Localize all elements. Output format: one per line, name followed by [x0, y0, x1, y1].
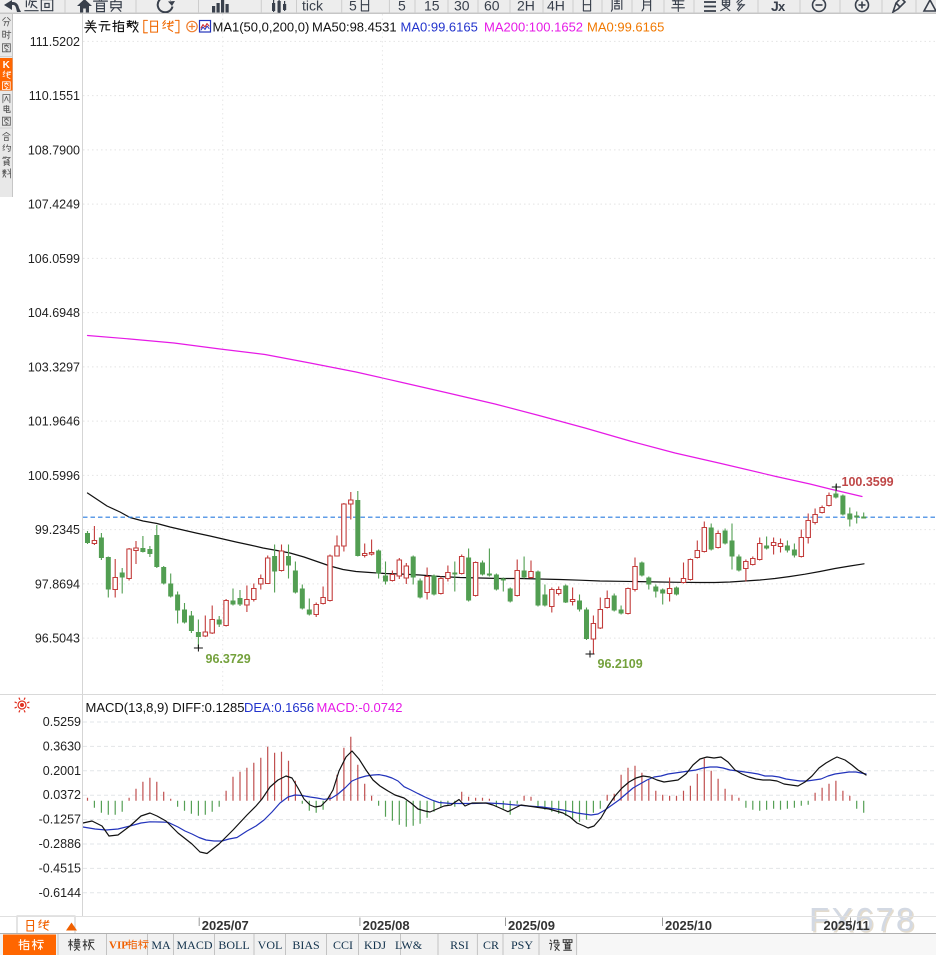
svg-text:100.3599: 100.3599 [842, 475, 894, 489]
svg-text:106.0599: 106.0599 [28, 252, 80, 266]
svg-text:FX678: FX678 [809, 901, 916, 938]
svg-text:MA0:99.6165: MA0:99.6165 [587, 20, 664, 35]
svg-text:30: 30 [454, 0, 470, 14]
svg-text:0.5259: 0.5259 [43, 715, 81, 729]
svg-text:110.1551: 110.1551 [29, 89, 80, 103]
svg-text:103.3297: 103.3297 [28, 360, 80, 374]
svg-text:VOL: VOL [258, 938, 283, 952]
svg-text:107.4249: 107.4249 [28, 198, 80, 212]
svg-text:PSY: PSY [511, 938, 533, 952]
svg-text:MA1(50,0,200,0): MA1(50,0,200,0) [213, 20, 310, 35]
svg-text:-0.6144: -0.6144 [39, 886, 81, 900]
svg-text:0.0372: 0.0372 [43, 788, 81, 802]
svg-text:-0.1257: -0.1257 [39, 813, 81, 827]
svg-text:BOLL: BOLL [218, 938, 249, 952]
svg-text:-0.4515: -0.4515 [39, 861, 81, 875]
svg-text:0.2001: 0.2001 [43, 764, 81, 778]
svg-text:104.6948: 104.6948 [28, 306, 80, 320]
svg-text:4H: 4H [547, 0, 565, 14]
svg-text:2025/08: 2025/08 [363, 918, 410, 933]
svg-text:BIAS: BIAS [292, 938, 319, 952]
svg-text:108.7900: 108.7900 [28, 143, 80, 157]
svg-text:101.9646: 101.9646 [28, 415, 80, 429]
svg-text:2025/07: 2025/07 [202, 918, 249, 933]
svg-text:J: J [771, 0, 779, 14]
svg-text:MACD(13,8,9) DIFF:0.1285: MACD(13,8,9) DIFF:0.1285 [86, 700, 245, 715]
svg-text:99.2345: 99.2345 [35, 523, 80, 537]
svg-text:5: 5 [349, 0, 357, 14]
svg-text:2025/09: 2025/09 [508, 918, 555, 933]
svg-text:MACD: MACD [176, 938, 212, 952]
svg-text:97.8694: 97.8694 [35, 577, 80, 591]
svg-text:15: 15 [424, 0, 440, 14]
svg-text:MA200:100.1652: MA200:100.1652 [484, 20, 583, 35]
svg-text:MACD:-0.0742: MACD:-0.0742 [317, 700, 403, 715]
svg-text:MA0:99.6165: MA0:99.6165 [401, 20, 478, 35]
svg-text:MA: MA [151, 938, 171, 952]
svg-text:96.2109: 96.2109 [598, 657, 643, 671]
svg-text:-0.2886: -0.2886 [39, 837, 81, 851]
svg-text:CCI: CCI [333, 938, 353, 952]
svg-text:x: x [778, 0, 786, 14]
svg-text:100.5996: 100.5996 [28, 469, 80, 483]
svg-text:111.5202: 111.5202 [30, 35, 80, 49]
svg-text:2025/11: 2025/11 [824, 918, 870, 933]
svg-text:K: K [3, 60, 11, 71]
svg-text:5: 5 [398, 0, 406, 14]
svg-text:0.3630: 0.3630 [43, 739, 81, 753]
svg-text:CR: CR [483, 938, 499, 952]
svg-text:2H: 2H [517, 0, 535, 14]
svg-text:60: 60 [484, 0, 500, 14]
svg-text:MA50:98.4531: MA50:98.4531 [312, 20, 397, 35]
svg-text:96.3729: 96.3729 [206, 652, 251, 666]
svg-text:KDJ: KDJ [364, 938, 386, 952]
svg-text:LW&: LW& [395, 938, 423, 952]
svg-text:RSI: RSI [450, 938, 469, 952]
svg-text:96.5043: 96.5043 [35, 632, 80, 646]
svg-text:tick: tick [302, 0, 324, 14]
svg-text:2025/10: 2025/10 [665, 918, 712, 933]
svg-text:DEA:0.1656: DEA:0.1656 [244, 700, 314, 715]
svg-text:VIP: VIP [109, 940, 128, 952]
